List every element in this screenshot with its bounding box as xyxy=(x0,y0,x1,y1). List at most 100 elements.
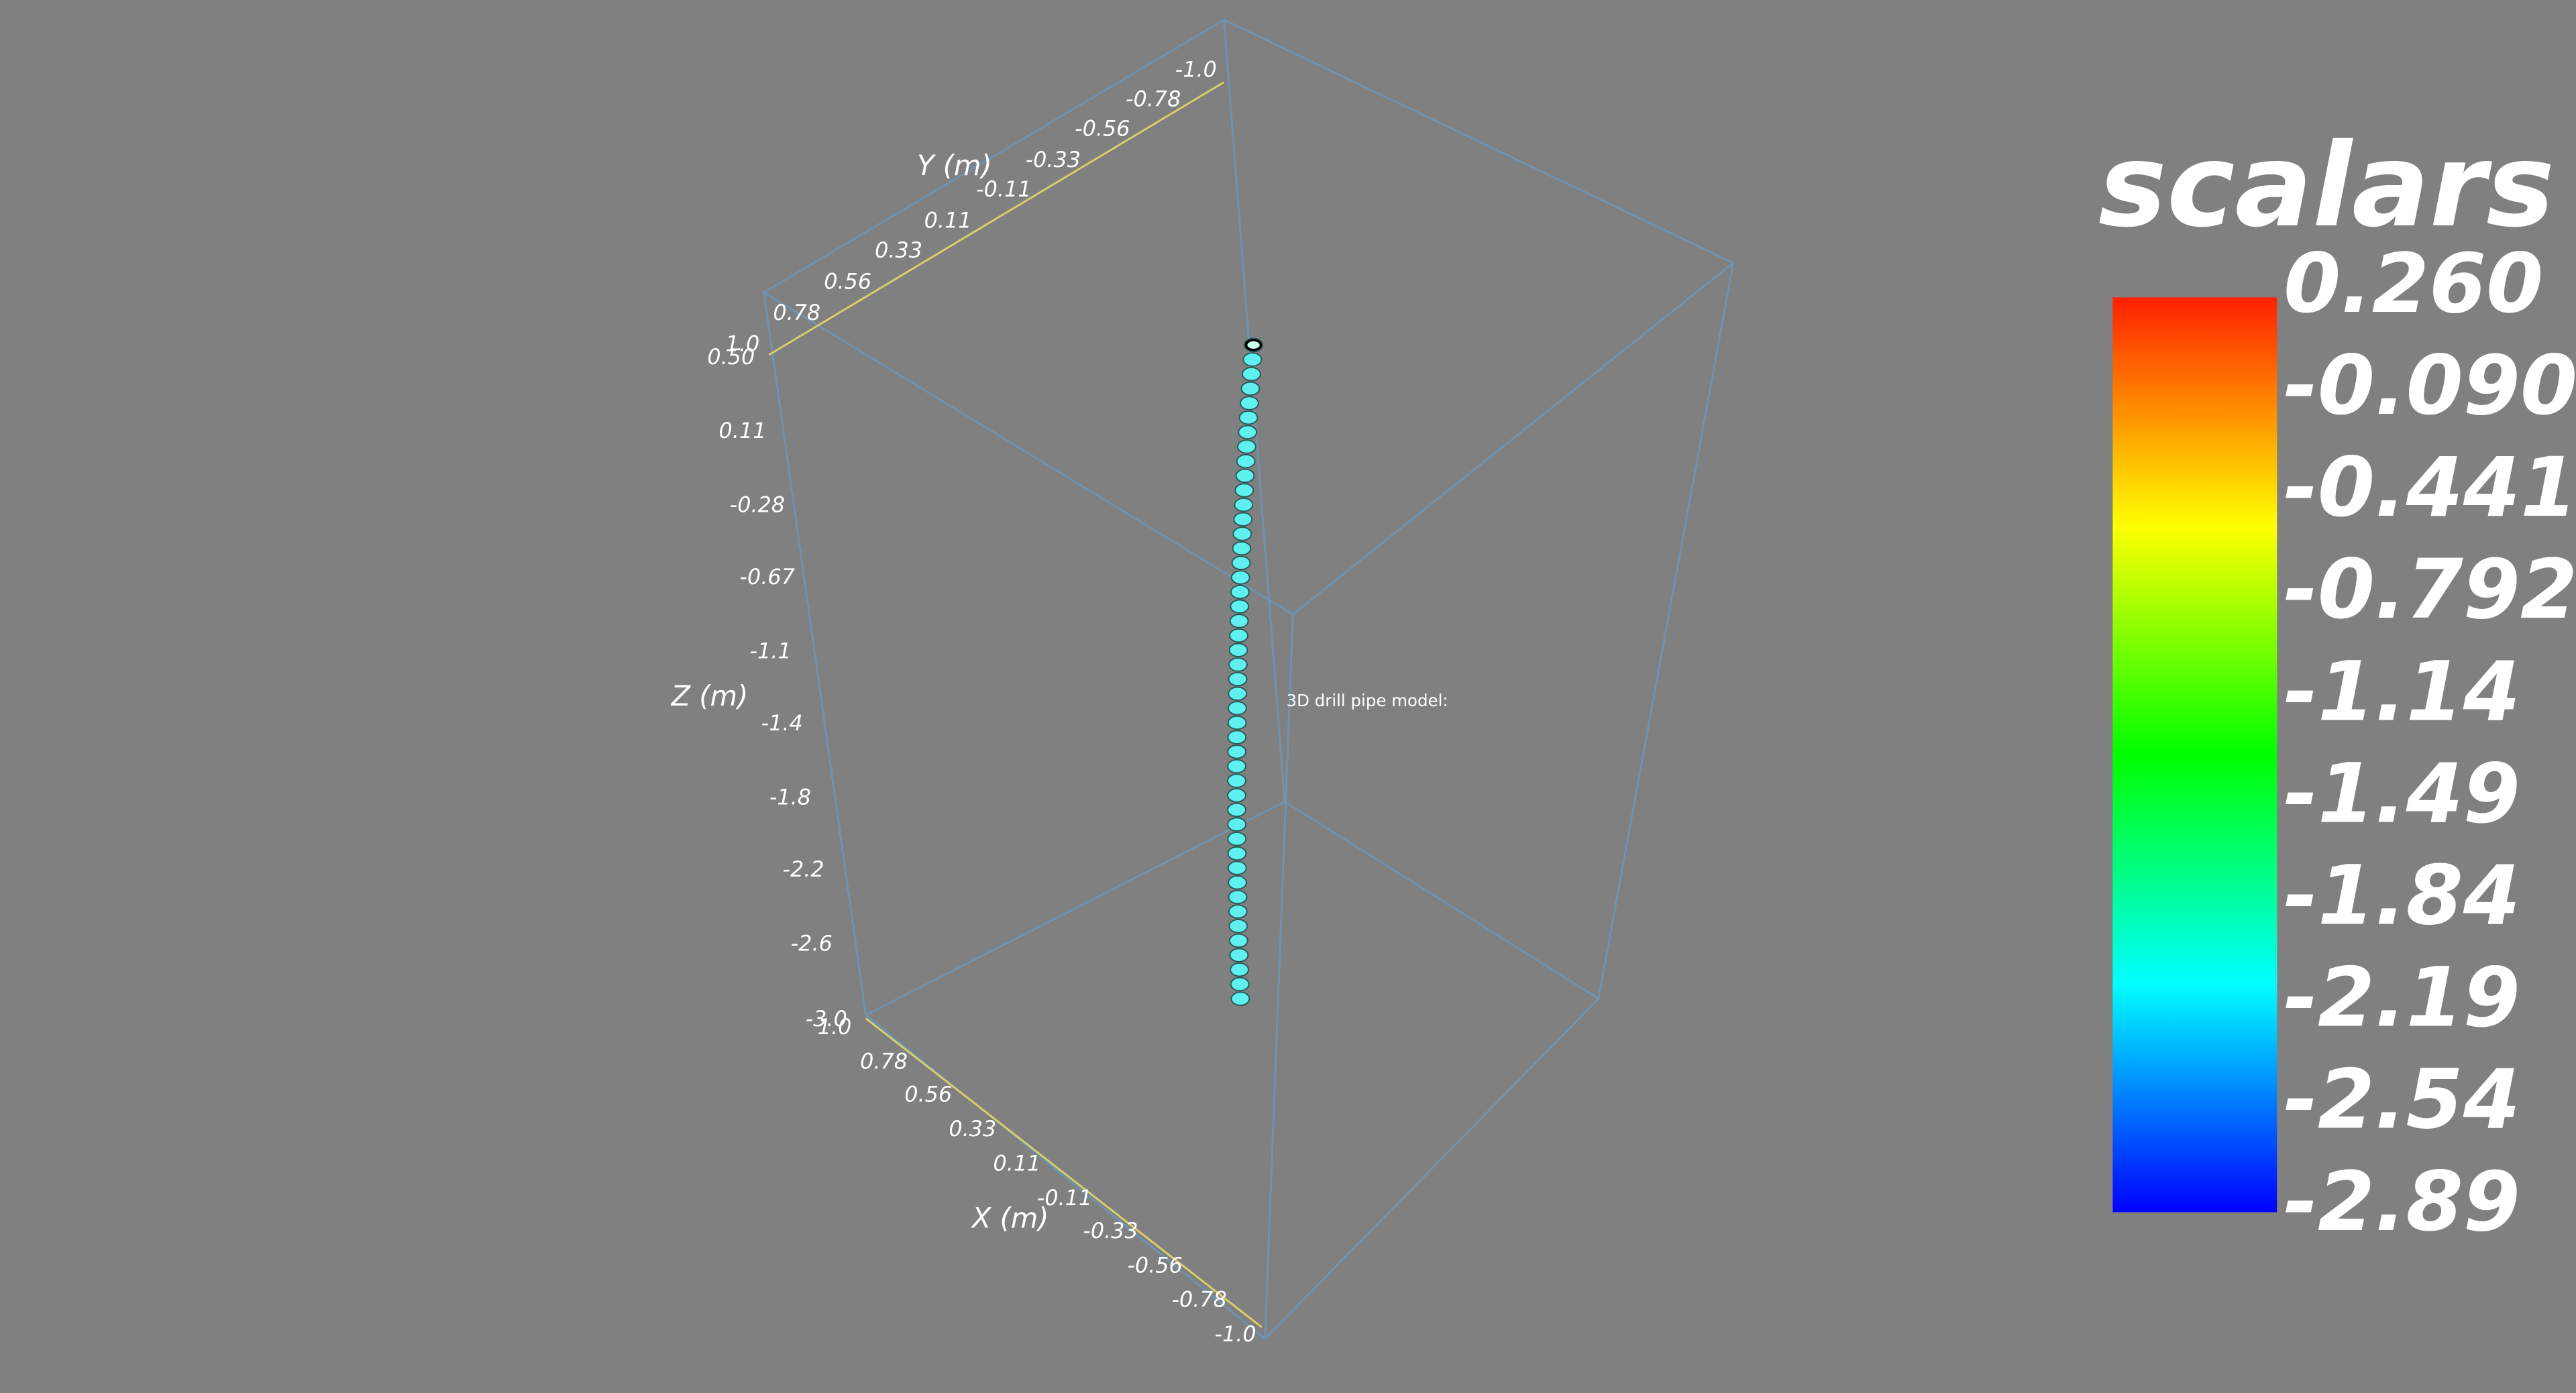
colorbar-label: -0.0905 xyxy=(2284,337,2576,433)
annotation: 3D drill pipe model: xyxy=(1287,691,1448,710)
x-tick-label: 0.56 xyxy=(904,1082,952,1107)
colorbar-label: -2.54 xyxy=(2284,1052,2520,1148)
pipe-segment xyxy=(1230,570,1250,585)
z-axis-title: Z (m) xyxy=(671,679,749,712)
y-tick-label: -1.0 xyxy=(1175,56,1217,82)
z-tick-label: -2.2 xyxy=(782,856,824,882)
pipe-segment xyxy=(1230,584,1250,600)
box-edge xyxy=(763,292,867,1015)
x-tick-label: -0.11 xyxy=(1037,1185,1092,1211)
pipe-segment xyxy=(1238,410,1258,425)
colorbar-label: 0.260 xyxy=(2284,235,2543,331)
pipe-segment xyxy=(1236,453,1256,469)
y-axis-line xyxy=(768,81,1225,356)
z-tick-label: -1.8 xyxy=(769,784,811,810)
y-tick-label: -0.33 xyxy=(1026,147,1081,172)
colorbar xyxy=(2112,297,2277,1213)
pipe-segment xyxy=(1233,512,1253,527)
box-edge xyxy=(1223,19,1286,802)
z-tick-label: -1.4 xyxy=(761,710,803,736)
pipe-cap xyxy=(1244,339,1263,351)
x-tick-label: -1.0 xyxy=(1215,1321,1256,1347)
x-tick-label: -0.33 xyxy=(1083,1218,1138,1243)
z-tick-label: -1.1 xyxy=(750,638,792,663)
x-axis-line xyxy=(865,1017,1263,1329)
z-tick-label: -0.28 xyxy=(730,492,785,517)
pipe-segment xyxy=(1227,802,1247,818)
pipe-segment xyxy=(1227,860,1247,875)
x-tick-label: -0.56 xyxy=(1127,1252,1182,1278)
x-tick-label: 0.78 xyxy=(860,1049,908,1074)
box-edge xyxy=(1597,262,1735,999)
pipe-segment xyxy=(1227,817,1247,832)
x-tick-label: 0.33 xyxy=(949,1116,996,1141)
colorbar-label: -1.14 xyxy=(2284,643,2520,739)
pipe-segment xyxy=(1230,991,1250,1006)
x-tick-label: 0.11 xyxy=(993,1150,1040,1176)
y-tick-label: -0.78 xyxy=(1126,87,1181,112)
z-tick-label: 0.11 xyxy=(719,418,767,443)
pipe-segment xyxy=(1229,948,1249,962)
pipe-segment xyxy=(1227,744,1247,759)
pipe-segment xyxy=(1236,439,1256,454)
pipe-segment xyxy=(1234,497,1254,512)
y-tick-label: 0.56 xyxy=(824,268,871,294)
colorbar-label: -1.49 xyxy=(2284,745,2520,841)
z-tick-label: -2.6 xyxy=(791,930,833,956)
pipe-segment xyxy=(1230,962,1250,977)
z-tick-label: 0.50 xyxy=(707,344,755,370)
pipe-segment xyxy=(1228,919,1248,934)
x-axis-title: X (m) xyxy=(971,1202,1049,1235)
pipe-segment xyxy=(1227,730,1247,745)
pipe-segment xyxy=(1228,643,1248,658)
bounding-box xyxy=(761,19,1735,1341)
pipe-segment xyxy=(1228,657,1248,672)
y-tick-label: 0.33 xyxy=(875,237,922,263)
z-tick-label: -0.67 xyxy=(739,564,794,590)
pipe-segment xyxy=(1227,715,1247,730)
y-tick-label: 1.0 xyxy=(726,331,760,356)
pipe-segment xyxy=(1232,541,1252,556)
pipe-segment xyxy=(1227,773,1246,788)
pipe-segment xyxy=(1235,468,1255,484)
box-edge xyxy=(1264,614,1294,1339)
y-tick-label: 0.11 xyxy=(924,208,972,233)
colorbar-label: -0.441 xyxy=(2284,439,2576,535)
pipe-segment xyxy=(1231,555,1251,571)
pipe-segment xyxy=(1240,396,1259,410)
y-tick-label: -0.56 xyxy=(1075,116,1130,142)
colorbar-label: -2.19 xyxy=(2284,950,2520,1046)
x-tick-label: 1.0 xyxy=(818,1014,852,1040)
colorbar-label: -1.84 xyxy=(2284,847,2520,943)
y-tick-label: -0.11 xyxy=(976,176,1031,202)
pipe-segment xyxy=(1230,977,1250,992)
pipe-segment xyxy=(1227,759,1247,774)
drill-pipe xyxy=(1227,337,1264,1006)
pipe-segment xyxy=(1227,701,1247,716)
pipe-segment xyxy=(1227,788,1246,803)
colorbar-label: -2.89 xyxy=(2284,1154,2520,1249)
pipe-segment xyxy=(1228,889,1248,905)
pipe-segment xyxy=(1229,628,1249,643)
y-axis-title: Y (m) xyxy=(917,149,992,182)
pipe-segment xyxy=(1228,686,1248,702)
colorbar-label: -0.792 xyxy=(2284,541,2576,637)
pipe-segment xyxy=(1230,599,1250,614)
pipe-segment xyxy=(1238,425,1258,440)
colorbar-title: scalars xyxy=(2098,119,2555,253)
pipe-segment xyxy=(1228,875,1248,890)
pipe-segment xyxy=(1228,933,1248,948)
z-tick-label: -3.0 xyxy=(806,1006,847,1032)
pipe-segment xyxy=(1228,904,1248,919)
pipe-segment xyxy=(1229,614,1249,628)
pipe-segment xyxy=(1227,832,1247,846)
y-tick-label: 0.78 xyxy=(773,300,820,325)
pipe-segment xyxy=(1234,483,1254,498)
x-tick-label: -0.78 xyxy=(1172,1287,1227,1313)
pipe-segment xyxy=(1228,671,1248,687)
pipe-segment xyxy=(1241,366,1261,382)
pipe-segment xyxy=(1240,381,1260,396)
pipe-segment xyxy=(1227,846,1247,861)
